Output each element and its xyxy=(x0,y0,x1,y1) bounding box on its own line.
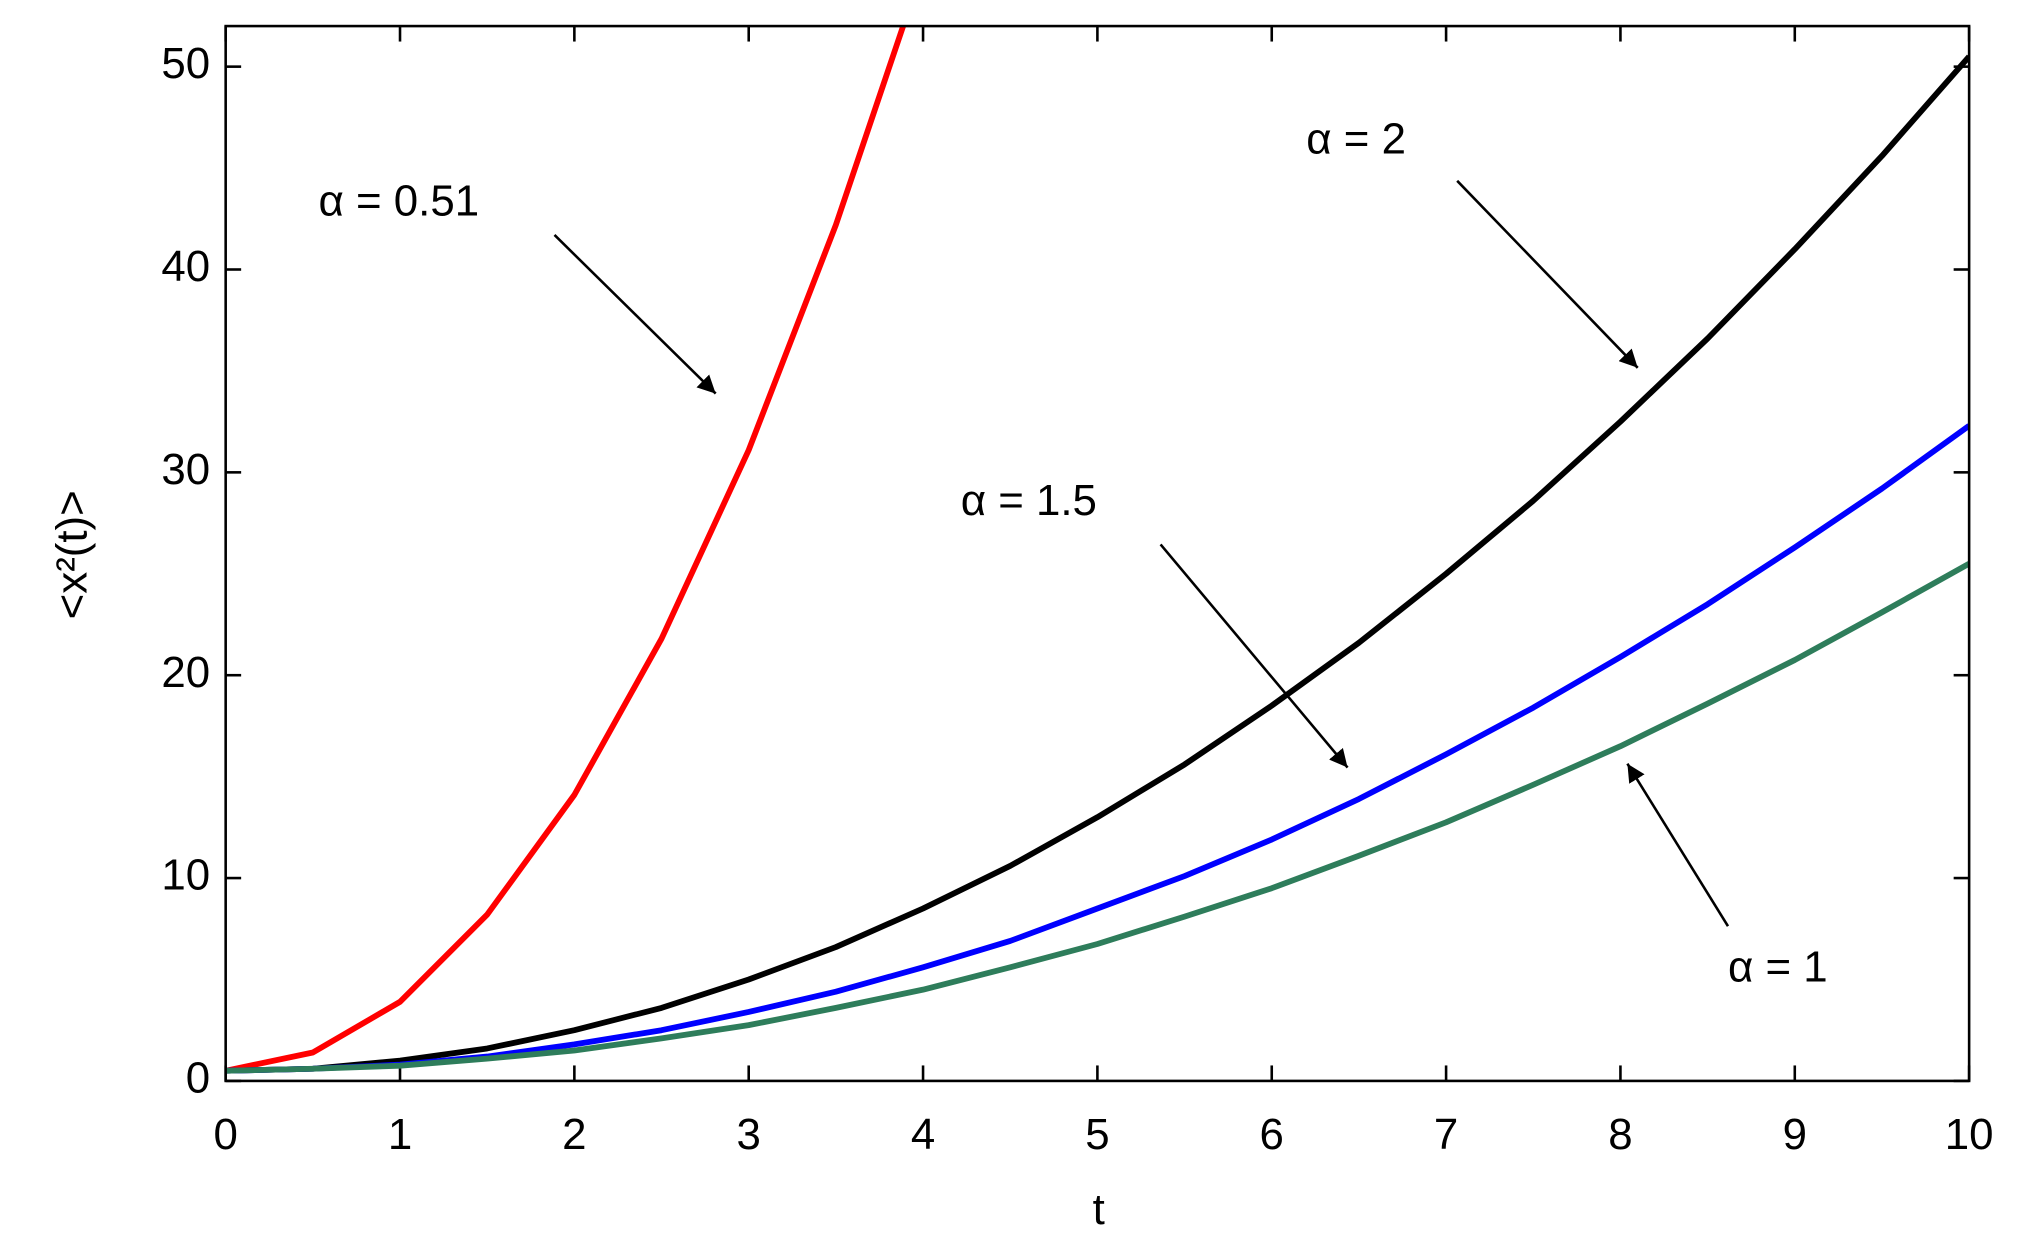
series-line xyxy=(225,54,1970,1074)
arrow xyxy=(1456,179,1639,369)
annotation-label: α = 1.5 xyxy=(961,476,1097,525)
x-tick-label: 5 xyxy=(1085,1110,1109,1159)
x-tick-label: 2 xyxy=(562,1110,586,1159)
arrow xyxy=(1626,763,1730,927)
annotation-label: α = 2 xyxy=(1306,115,1406,164)
x-tick-label: 8 xyxy=(1608,1110,1632,1159)
series-line xyxy=(225,561,1970,1074)
plot-area xyxy=(225,26,1970,1074)
annotation-label: α = 1 xyxy=(1728,943,1828,992)
y-tick-label: 20 xyxy=(161,648,210,697)
y-tick-label: 40 xyxy=(161,242,210,291)
series-line xyxy=(225,423,1970,1074)
x-tick-label: 4 xyxy=(911,1110,935,1159)
y-tick-label: 50 xyxy=(161,39,210,88)
arrow xyxy=(553,234,717,395)
y-axis-label: <x²(t)> xyxy=(47,490,96,619)
x-tick-label: 9 xyxy=(1783,1110,1807,1159)
y-tick-label: 10 xyxy=(161,851,210,900)
annotation-arrows xyxy=(553,179,1730,927)
y-tick-label: 30 xyxy=(161,445,210,494)
series-line xyxy=(225,26,907,1074)
plot-frame xyxy=(224,24,1971,1083)
x-tick-label: 10 xyxy=(1945,1110,1994,1159)
x-tick-label: 0 xyxy=(213,1110,237,1159)
x-axis-label: t xyxy=(1093,1185,1105,1234)
annotation-label: α = 0.51 xyxy=(319,177,480,226)
x-tick-label: 6 xyxy=(1260,1110,1284,1159)
x-tick-label: 1 xyxy=(388,1110,412,1159)
y-tick-label: 0 xyxy=(186,1053,210,1102)
x-tick-label: 3 xyxy=(737,1110,761,1159)
arrow xyxy=(1159,543,1349,769)
x-tick-label: 7 xyxy=(1434,1110,1458,1159)
